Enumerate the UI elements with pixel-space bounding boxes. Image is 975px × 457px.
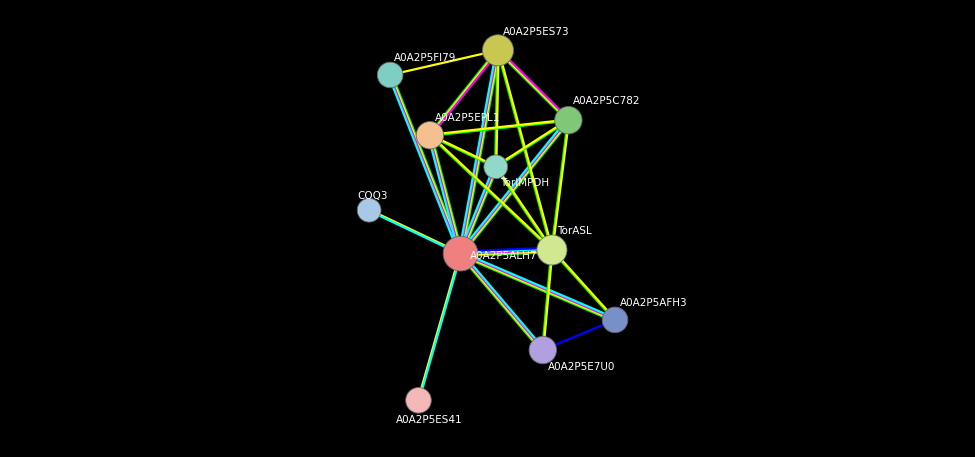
Text: TorIMPDH: TorIMPDH (500, 178, 550, 188)
Circle shape (377, 62, 403, 88)
Text: A0A2P5ALH7: A0A2P5ALH7 (470, 251, 537, 261)
Circle shape (484, 155, 508, 179)
Circle shape (483, 35, 514, 66)
Text: A0A2P5C782: A0A2P5C782 (573, 96, 641, 106)
Circle shape (529, 336, 557, 364)
Text: A0A2P5EPL1: A0A2P5EPL1 (435, 113, 500, 123)
Circle shape (444, 236, 478, 271)
Circle shape (406, 388, 431, 413)
Text: COQ3: COQ3 (358, 191, 388, 201)
Circle shape (555, 106, 582, 134)
Circle shape (537, 235, 567, 265)
Text: A0A2P5E7U0: A0A2P5E7U0 (548, 362, 615, 372)
Text: A0A2P5FI79: A0A2P5FI79 (394, 53, 456, 63)
Text: A0A2P5ES73: A0A2P5ES73 (502, 27, 569, 37)
Circle shape (603, 307, 628, 333)
Text: A0A2P5AFH3: A0A2P5AFH3 (620, 298, 687, 308)
Text: A0A2P5ES41: A0A2P5ES41 (396, 414, 463, 425)
Circle shape (416, 122, 444, 149)
Circle shape (357, 198, 381, 222)
Text: TorASL: TorASL (557, 226, 592, 236)
